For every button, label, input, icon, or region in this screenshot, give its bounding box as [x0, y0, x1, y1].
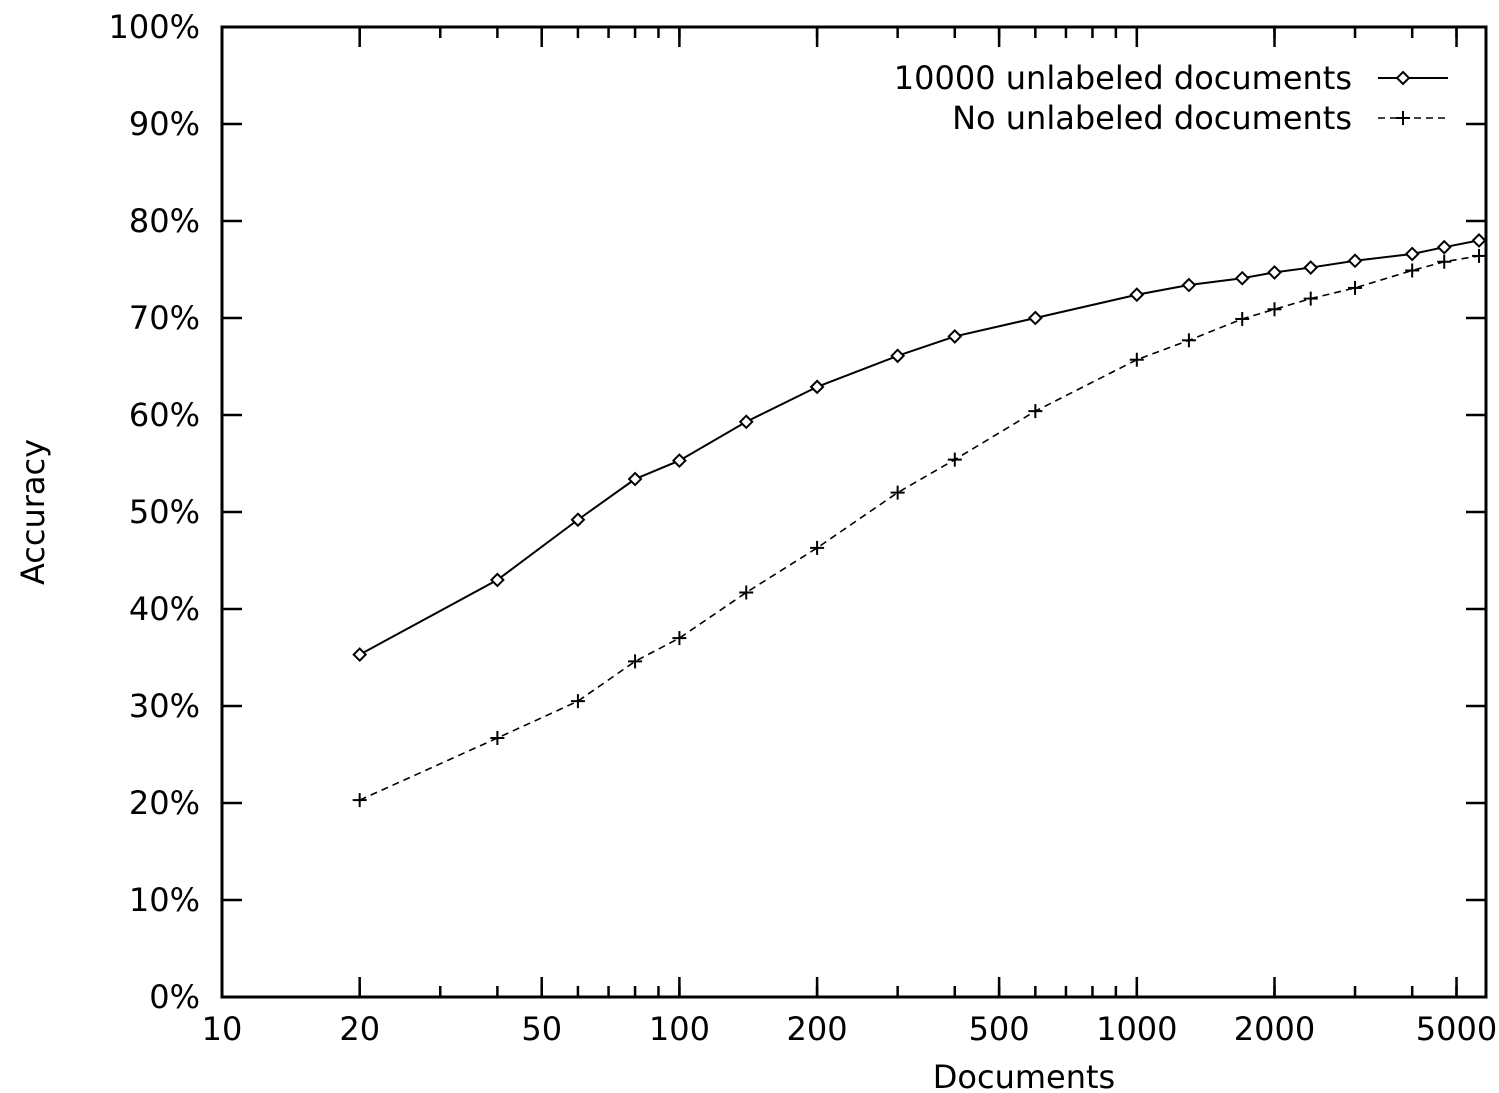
- x-tick-label: 50: [521, 1010, 562, 1048]
- x-tick-label: 100: [649, 1010, 710, 1048]
- data-point: [1267, 264, 1282, 280]
- data-point: [352, 793, 367, 808]
- data-point: [570, 694, 585, 709]
- data-point: [1129, 287, 1145, 303]
- series-layer: [352, 232, 1487, 808]
- y-tick-label: 70%: [129, 299, 200, 337]
- data-point: [1181, 333, 1196, 348]
- y-tick-label: 100%: [109, 8, 200, 46]
- data-point: [1348, 280, 1363, 295]
- data-point: [1472, 248, 1487, 263]
- legend-label: 10000 unlabeled documents: [894, 59, 1352, 97]
- y-tick-label: 30%: [129, 687, 200, 725]
- data-point: [627, 471, 643, 487]
- plot-frame: [220, 25, 1488, 999]
- data-point: [1404, 246, 1420, 262]
- series-1: [352, 232, 1487, 663]
- x-axis-ticks: 10 20 50 100 200 500 1000 2000 5000: [202, 27, 1497, 1048]
- data-point: [489, 572, 505, 588]
- x-tick-label: 20: [339, 1010, 380, 1048]
- data-point: [1303, 260, 1319, 275]
- data-point: [570, 512, 586, 528]
- y-tick-label: 80%: [129, 202, 200, 240]
- series-2-line: [359, 255, 1480, 801]
- y-tick-label: 50%: [129, 493, 200, 531]
- data-point: [1234, 270, 1250, 286]
- data-point: [671, 453, 687, 469]
- data-point: [352, 647, 368, 663]
- data-point: [628, 654, 643, 669]
- legend-marker: [1396, 111, 1410, 125]
- y-axis-label: Accuracy: [14, 439, 52, 585]
- data-point: [947, 452, 962, 467]
- y-tick-label: 90%: [129, 105, 200, 143]
- data-point: [1028, 404, 1043, 419]
- data-point: [738, 414, 754, 430]
- data-point: [1303, 291, 1318, 306]
- y-tick-label: 40%: [129, 590, 200, 628]
- y-tick-label: 60%: [129, 396, 200, 434]
- data-point: [1181, 277, 1197, 293]
- data-point: [1267, 302, 1282, 317]
- y-axis-ticks: 0% 10% 20% 30% 40% 50% 60% 70% 80% 90% 100%: [109, 8, 1486, 1016]
- x-tick-label: 200: [787, 1010, 848, 1048]
- data-point: [490, 731, 505, 746]
- data-point: [1129, 352, 1144, 367]
- series-2: [352, 248, 1487, 808]
- x-tick-label: 5000: [1416, 1010, 1497, 1048]
- y-tick-label: 20%: [129, 784, 200, 822]
- data-point: [1347, 253, 1363, 269]
- x-tick-label: 2000: [1234, 1010, 1315, 1048]
- data-point: [1027, 310, 1043, 326]
- data-point: [672, 631, 687, 646]
- y-tick-label: 10%: [129, 881, 200, 919]
- data-point: [1405, 263, 1420, 278]
- data-point: [1471, 232, 1487, 248]
- legend-marker: [1395, 70, 1411, 86]
- x-tick-label: 500: [969, 1010, 1030, 1048]
- x-tick-label: 1000: [1096, 1010, 1177, 1048]
- data-point: [1235, 311, 1250, 326]
- x-tick-label: 10: [202, 1010, 243, 1048]
- legend-label: No unlabeled documents: [952, 99, 1352, 137]
- x-axis-label: Documents: [933, 1058, 1115, 1093]
- data-point: [890, 348, 906, 364]
- data-point: [890, 485, 905, 500]
- y-tick-label: 0%: [149, 978, 200, 1016]
- data-point: [739, 585, 754, 600]
- data-point: [947, 329, 963, 344]
- data-point: [1437, 254, 1452, 269]
- data-point: [1436, 239, 1452, 255]
- data-point: [809, 379, 825, 395]
- data-point: [810, 540, 825, 555]
